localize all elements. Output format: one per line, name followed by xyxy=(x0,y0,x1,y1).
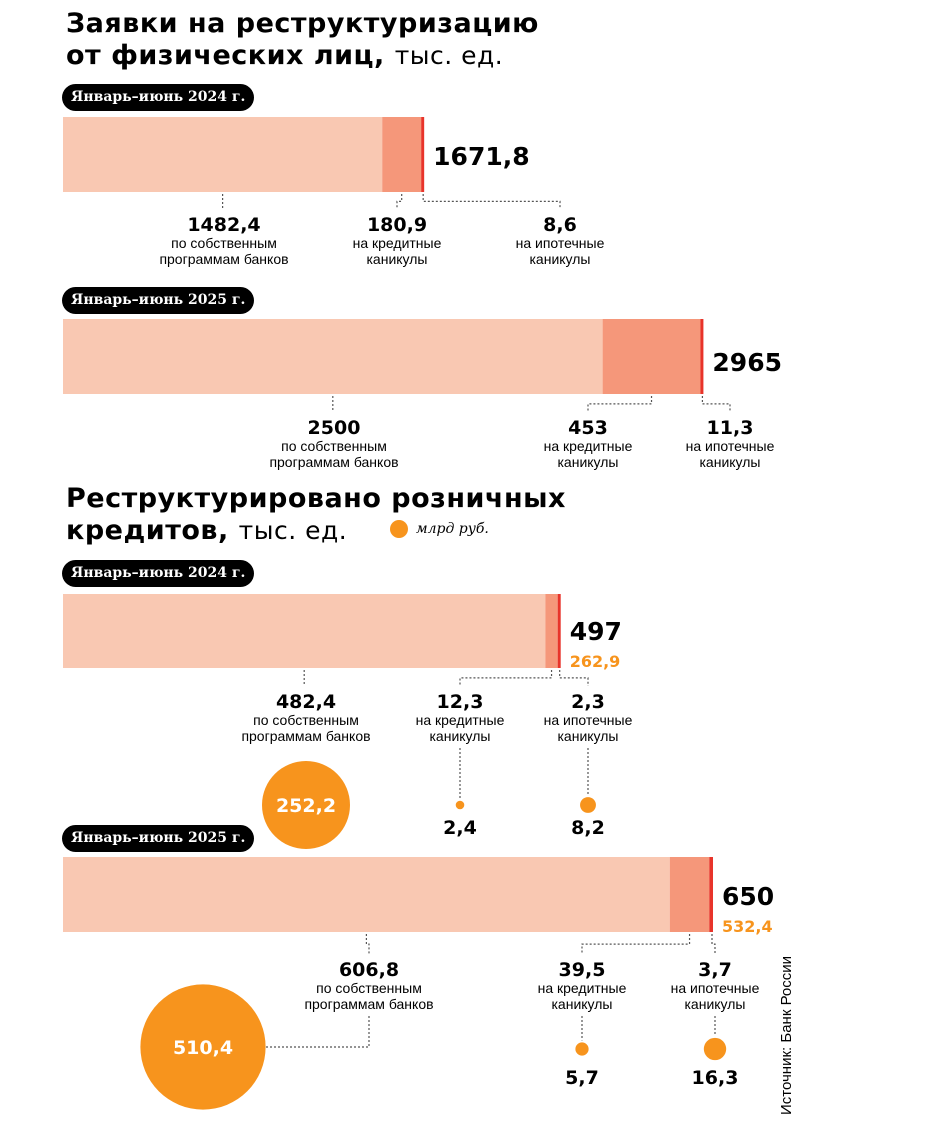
bar-segment-own-programs-apps-2024 xyxy=(63,117,383,192)
legend-label: млрд руб. xyxy=(416,521,489,537)
title-line-1: Заявки на реструктуризацию xyxy=(66,8,539,39)
title-line-2: кредитов, xyxy=(66,515,229,546)
bubble-value-credit-holidays-restr-2025: 5,7 xyxy=(565,1067,599,1089)
title-unit: тыс. ед. xyxy=(238,516,348,545)
category-label-own-programs-restr-2025: по собственным xyxy=(316,980,422,996)
bubble-value-own-programs-restr-2025: 510,4 xyxy=(173,1037,233,1059)
value-label-mortgage-holidays-restr-2025: 3,7 xyxy=(698,959,732,981)
category-label-line2-mortgage-holidays-restr-2024: каникулы xyxy=(558,728,619,744)
value-label-mortgage-holidays-apps-2025: 11,3 xyxy=(707,417,754,439)
category-label-own-programs-apps-2025: по собственным xyxy=(281,438,387,454)
leader-line-own-programs-restr-2025 xyxy=(365,934,370,954)
value-label-credit-holidays-restr-2024: 12,3 xyxy=(437,691,484,713)
value-label-credit-holidays-restr-2025: 39,5 xyxy=(559,959,606,981)
leader-line-mortgage-holidays-apps-2024 xyxy=(422,194,561,209)
category-label-line2-mortgage-holidays-apps-2024: каникулы xyxy=(530,251,591,267)
category-label-mortgage-holidays-restr-2025: на ипотечные xyxy=(671,980,760,996)
category-label-credit-holidays-apps-2024: на кредитные xyxy=(353,235,442,251)
bar-segment-own-programs-restr-2025 xyxy=(63,857,670,932)
bubble-own-programs-restr-2024 xyxy=(262,761,350,849)
source-note: Источник: Банк России xyxy=(778,955,795,1115)
bar-segment-credit-holidays-restr-2025 xyxy=(669,857,710,932)
category-label-credit-holidays-restr-2024: на кредитные xyxy=(416,712,505,728)
value-label-own-programs-apps-2024: 1482,4 xyxy=(187,214,260,236)
category-label-line2-own-programs-restr-2025: программам банков xyxy=(304,996,433,1012)
bar-segment-credit-holidays-apps-2024 xyxy=(382,117,422,192)
category-label-line2-credit-holidays-apps-2024: каникулы xyxy=(367,251,428,267)
total-rub-value-restr-2025: 532,4 xyxy=(722,917,773,936)
period-badge-apps-2024: Январь–июнь 2024 г. xyxy=(62,84,255,111)
category-label-own-programs-restr-2024: по собственным xyxy=(253,712,359,728)
category-label-line2-mortgage-holidays-apps-2025: каникулы xyxy=(700,454,761,470)
leader-line-credit-holidays-apps-2024 xyxy=(396,194,403,209)
bubble-credit-holidays-restr-2024 xyxy=(455,800,465,810)
bar-segment-mortgage-holidays-apps-2024 xyxy=(421,117,425,192)
leader-line-credit-holidays-apps-2025 xyxy=(587,396,653,412)
legend: млрд руб. xyxy=(390,518,489,540)
period-badge-restr-2024: Январь–июнь 2024 г. xyxy=(62,560,255,587)
value-label-mortgage-holidays-restr-2024: 2,3 xyxy=(571,691,605,713)
period-badge-restr-2025: Январь–июнь 2025 г. xyxy=(62,825,255,852)
leader-line-mortgage-holidays-apps-2025 xyxy=(701,396,731,412)
bubble-credit-holidays-restr-2025 xyxy=(575,1042,589,1056)
value-label-mortgage-holidays-apps-2024: 8,6 xyxy=(543,214,577,236)
leader-line-mortgage-holidays-restr-2025 xyxy=(711,934,716,954)
bar-segment-mortgage-holidays-restr-2025 xyxy=(709,857,713,932)
bar-segment-own-programs-restr-2024 xyxy=(63,594,546,668)
leader-line-credit-holidays-restr-2024 xyxy=(459,670,553,686)
bar-segment-mortgage-holidays-restr-2024 xyxy=(557,594,561,668)
total-value-restr-2024: 497 xyxy=(570,617,622,646)
category-label-line2-own-programs-restr-2024: программам банков xyxy=(241,728,370,744)
value-label-own-programs-restr-2024: 482,4 xyxy=(276,691,336,713)
bar-segment-credit-holidays-restr-2024 xyxy=(545,594,558,668)
leader-line-credit-holidays-restr-2025 xyxy=(581,934,691,954)
bubble-leader-own-programs-restr-2025 xyxy=(265,1016,370,1048)
value-label-credit-holidays-apps-2025: 453 xyxy=(568,417,608,439)
title-line-2: от физических лиц, xyxy=(66,40,385,71)
chart-title-restructured: Реструктурировано розничных кредитов, ты… xyxy=(66,483,566,547)
total-value-apps-2024: 1671,8 xyxy=(433,142,529,171)
bubble-value-mortgage-holidays-restr-2025: 16,3 xyxy=(692,1067,739,1089)
category-label-own-programs-apps-2024: по собственным xyxy=(171,235,277,251)
bubble-mortgage-holidays-restr-2025 xyxy=(703,1037,727,1061)
category-label-line2-mortgage-holidays-restr-2025: каникулы xyxy=(685,996,746,1012)
bubble-value-own-programs-restr-2024: 252,2 xyxy=(276,795,336,817)
category-label-line2-credit-holidays-restr-2024: каникулы xyxy=(430,728,491,744)
value-label-own-programs-apps-2025: 2500 xyxy=(308,417,361,439)
bar-segment-credit-holidays-apps-2025 xyxy=(602,319,701,394)
value-label-credit-holidays-apps-2024: 180,9 xyxy=(367,214,427,236)
category-label-line2-own-programs-apps-2025: программам банков xyxy=(269,454,398,470)
category-label-line2-credit-holidays-apps-2025: каникулы xyxy=(558,454,619,470)
bar-segment-own-programs-apps-2025 xyxy=(63,319,603,394)
bubble-value-credit-holidays-restr-2024: 2,4 xyxy=(443,817,477,839)
bubble-own-programs-restr-2025 xyxy=(140,984,266,1110)
period-badge-apps-2025: Январь–июнь 2025 г. xyxy=(62,287,255,314)
value-label-own-programs-restr-2025: 606,8 xyxy=(339,959,399,981)
category-label-mortgage-holidays-apps-2024: на ипотечные xyxy=(516,235,605,251)
total-rub-value-restr-2024: 262,9 xyxy=(570,652,621,671)
title-unit: тыс. ед. xyxy=(394,41,504,70)
category-label-credit-holidays-apps-2025: на кредитные xyxy=(544,438,633,454)
title-line-1: Реструктурировано розничных xyxy=(66,483,566,514)
category-label-mortgage-holidays-restr-2024: на ипотечные xyxy=(544,712,633,728)
bubble-value-mortgage-holidays-restr-2024: 8,2 xyxy=(571,817,605,839)
total-value-restr-2025: 650 xyxy=(722,882,774,911)
category-label-line2-credit-holidays-restr-2025: каникулы xyxy=(552,996,613,1012)
bar-segment-mortgage-holidays-apps-2025 xyxy=(700,319,704,394)
bubble-mortgage-holidays-restr-2024 xyxy=(580,797,596,813)
legend-bubble-icon xyxy=(390,520,408,538)
total-value-apps-2025: 2965 xyxy=(712,348,782,377)
category-label-credit-holidays-restr-2025: на кредитные xyxy=(538,980,627,996)
category-label-mortgage-holidays-apps-2025: на ипотечные xyxy=(686,438,775,454)
leader-line-mortgage-holidays-restr-2024 xyxy=(559,670,589,686)
chart-title-applications: Заявки на реструктуризацию от физических… xyxy=(66,8,539,72)
category-label-line2-own-programs-apps-2024: программам банков xyxy=(159,251,288,267)
